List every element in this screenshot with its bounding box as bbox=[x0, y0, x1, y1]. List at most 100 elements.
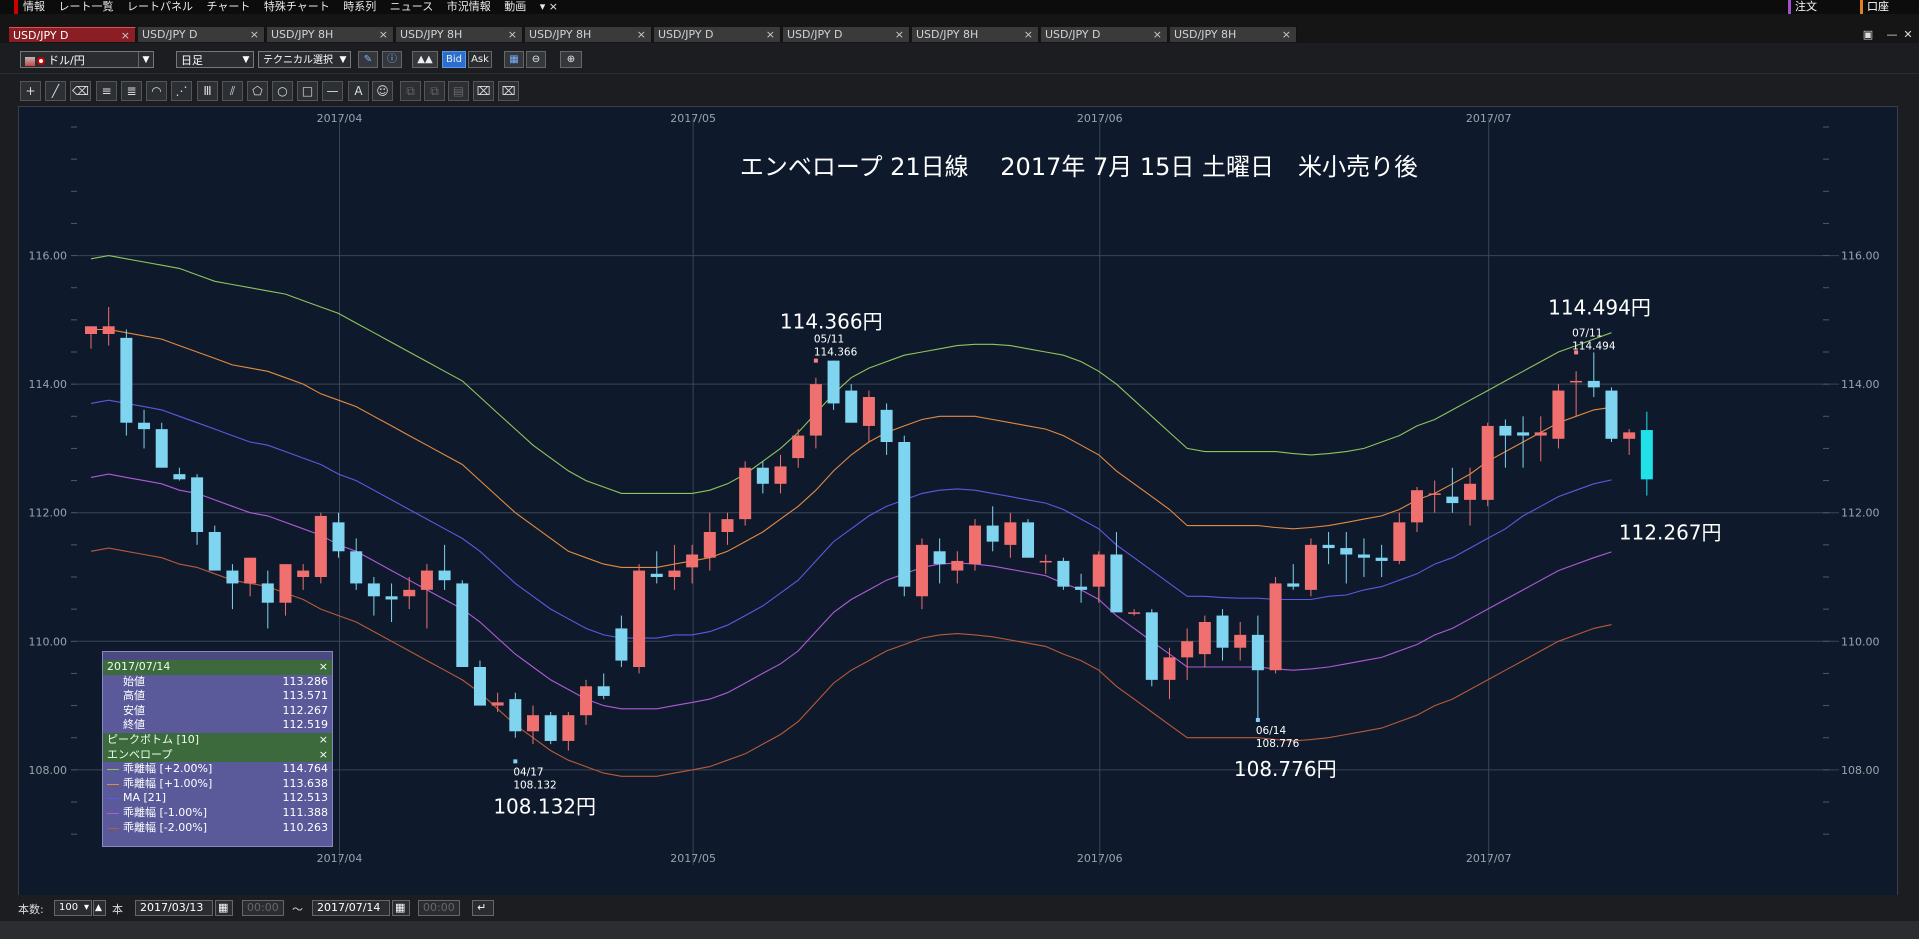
copy-icon[interactable]: ⧉ bbox=[400, 81, 421, 101]
candle-body bbox=[1340, 548, 1353, 555]
x-tick-label-top: 2017/04 bbox=[317, 112, 363, 125]
close-icon[interactable]: × bbox=[318, 732, 328, 746]
fib-arc-icon[interactable]: ◠ bbox=[146, 81, 167, 101]
calendar-icon[interactable]: ▦ bbox=[215, 900, 233, 916]
close-tab-icon[interactable]: × bbox=[507, 28, 517, 41]
x-tick-label-top: 2017/05 bbox=[670, 112, 716, 125]
to-date-field[interactable]: 2017/07/14 bbox=[312, 900, 390, 916]
menu-item-chart[interactable]: チャート bbox=[206, 0, 251, 13]
order-button[interactable]: 注文 bbox=[1788, 0, 1817, 14]
candle-body bbox=[1216, 615, 1229, 648]
menu-item-info[interactable]: 情報 bbox=[14, 0, 50, 14]
delete-icon[interactable]: ⌧ bbox=[473, 81, 494, 101]
candlestick-chart[interactable]: 116.00 116.00 114.00 114.00 112.00 112.00 110.… bbox=[19, 107, 1897, 895]
ohlc-label: 終値 bbox=[123, 718, 145, 732]
cycle-lines-icon[interactable]: Ⅲ bbox=[197, 81, 218, 101]
candle-body bbox=[226, 570, 239, 584]
tab-6[interactable]: USD/JPY D × bbox=[783, 27, 910, 42]
technical-select[interactable]: テクニカル選択 ▼ bbox=[258, 51, 351, 68]
tab-7[interactable]: USD/JPY 8H × bbox=[912, 27, 1039, 42]
polygon-icon[interactable]: ⬠ bbox=[247, 81, 268, 101]
timeframe-select[interactable]: 日足 ▼ bbox=[176, 51, 254, 68]
refresh-icon[interactable]: ↵ bbox=[472, 900, 494, 916]
y-tick-label-right: 114.00 bbox=[1841, 378, 1880, 391]
panel-drag-handle[interactable] bbox=[103, 652, 332, 660]
grid-icon[interactable]: ▦ bbox=[504, 51, 524, 68]
hlines-icon[interactable]: ≡ bbox=[96, 81, 117, 101]
paste-icon[interactable]: ⧉ bbox=[424, 81, 445, 101]
candle-body bbox=[1004, 522, 1017, 545]
close-tab-icon[interactable]: × bbox=[249, 28, 259, 41]
close-tab-icon[interactable]: × bbox=[765, 28, 775, 41]
tab-9[interactable]: USD/JPY 8H × bbox=[1170, 27, 1297, 42]
tab-1[interactable]: USD/JPY D × bbox=[138, 27, 265, 42]
close-tab-icon[interactable]: × bbox=[1023, 28, 1033, 41]
close-tab-icon[interactable]: × bbox=[120, 29, 130, 42]
close-icon[interactable]: × bbox=[318, 747, 328, 761]
bar-count-up-icon[interactable]: ▲ bbox=[93, 900, 106, 916]
ask-button[interactable]: Ask bbox=[468, 51, 492, 68]
candle-body bbox=[1075, 586, 1088, 590]
close-tab-icon[interactable]: × bbox=[1281, 28, 1291, 41]
candle-body bbox=[951, 560, 964, 571]
tab-3[interactable]: USD/JPY 8H × bbox=[396, 27, 523, 42]
candle-body bbox=[1181, 641, 1194, 658]
menu-item-time-series[interactable]: 時系列 bbox=[343, 0, 377, 13]
data-window-panel[interactable]: 2017/07/14 × 始値 113.286 高値 113.571 安値 112.2… bbox=[102, 651, 333, 847]
chart-type-icon[interactable]: ▲▲ bbox=[412, 51, 438, 68]
tab-0[interactable]: USD/JPY D × bbox=[9, 27, 136, 42]
close-tab-icon[interactable]: × bbox=[894, 28, 904, 41]
icon-icon[interactable]: ☺ bbox=[372, 81, 393, 101]
menu-item-special-chart[interactable]: 特殊チャート bbox=[263, 0, 330, 13]
fib-fan-icon[interactable]: ⋰ bbox=[171, 81, 192, 101]
crosshair-icon[interactable]: + bbox=[20, 81, 41, 101]
envelope-row: 乖離幅 [-2.00%] 110.263 bbox=[103, 821, 332, 836]
menu-item-news[interactable]: ニュース bbox=[389, 0, 434, 13]
ellipse-icon[interactable]: ○ bbox=[272, 81, 293, 101]
text-icon[interactable]: A bbox=[348, 81, 369, 101]
gann-icon[interactable]: ⫽ bbox=[222, 81, 243, 101]
menu-item-market-info[interactable]: 市況情報 bbox=[446, 0, 491, 13]
calendar-icon[interactable]: ▦ bbox=[392, 900, 410, 916]
from-date-field[interactable]: 2017/03/13 bbox=[135, 900, 213, 916]
rectangle-icon[interactable]: □ bbox=[297, 81, 318, 101]
ohlc-row-high: 高値 113.571 bbox=[103, 689, 332, 704]
pen-icon[interactable]: ✎ bbox=[358, 51, 378, 68]
layers-icon[interactable]: ▤ bbox=[448, 81, 469, 101]
tab-label: USD/JPY D bbox=[787, 28, 843, 41]
bar-count-select[interactable]: 100 ▾ bbox=[54, 900, 92, 916]
eraser-icon[interactable]: ⌫ bbox=[70, 81, 91, 101]
close-window-icon[interactable]: ✕ bbox=[1903, 28, 1913, 41]
from-time-field[interactable]: 00:00 bbox=[242, 900, 284, 916]
menu-item-rate-list[interactable]: レート一覧 bbox=[58, 0, 114, 13]
minimize-window-icon[interactable]: — bbox=[1886, 28, 1898, 41]
delete-all-icon[interactable]: ⌧ bbox=[498, 81, 519, 101]
trendline-icon[interactable]: ╱ bbox=[45, 81, 66, 101]
zoom-in-icon[interactable]: ⊕ bbox=[560, 51, 582, 68]
to-time-field[interactable]: 00:00 bbox=[418, 900, 460, 916]
candle-body bbox=[1446, 496, 1459, 504]
close-tab-icon[interactable]: × bbox=[378, 28, 388, 41]
horizontal-line-icon[interactable]: — bbox=[322, 81, 343, 101]
close-icon[interactable]: × bbox=[318, 660, 328, 673]
currency-pair-select[interactable]: ドル/円 ▼ bbox=[20, 51, 154, 68]
info-icon[interactable]: ⓘ bbox=[382, 51, 402, 68]
close-tab-icon[interactable]: × bbox=[1152, 28, 1162, 41]
tab-8[interactable]: USD/JPY D × bbox=[1041, 27, 1168, 42]
bid-button[interactable]: Bid bbox=[442, 51, 466, 68]
envelope-header: エンベロープ × bbox=[103, 747, 332, 763]
account-button[interactable]: 口座 bbox=[1860, 0, 1889, 14]
menu-item-rate-panel[interactable]: レートパネル bbox=[127, 0, 193, 13]
menu-item-video[interactable]: 動画 bbox=[504, 0, 527, 13]
peak-bottom-marker bbox=[1574, 350, 1579, 355]
channel-icon[interactable]: ≣ bbox=[121, 81, 142, 101]
tab-4[interactable]: USD/JPY 8H × bbox=[525, 27, 652, 42]
menu-more-icon[interactable]: ▾ × bbox=[539, 0, 558, 13]
zoom-out-icon[interactable]: ⊖ bbox=[526, 51, 546, 68]
tab-5[interactable]: USD/JPY D × bbox=[654, 27, 781, 42]
x-tick-label-top: 2017/07 bbox=[1466, 112, 1512, 125]
close-tab-icon[interactable]: × bbox=[636, 28, 646, 41]
tab-2[interactable]: USD/JPY 8H × bbox=[267, 27, 394, 42]
candle-body bbox=[721, 519, 734, 532]
restore-window-icon[interactable]: ▣ bbox=[1862, 28, 1874, 41]
